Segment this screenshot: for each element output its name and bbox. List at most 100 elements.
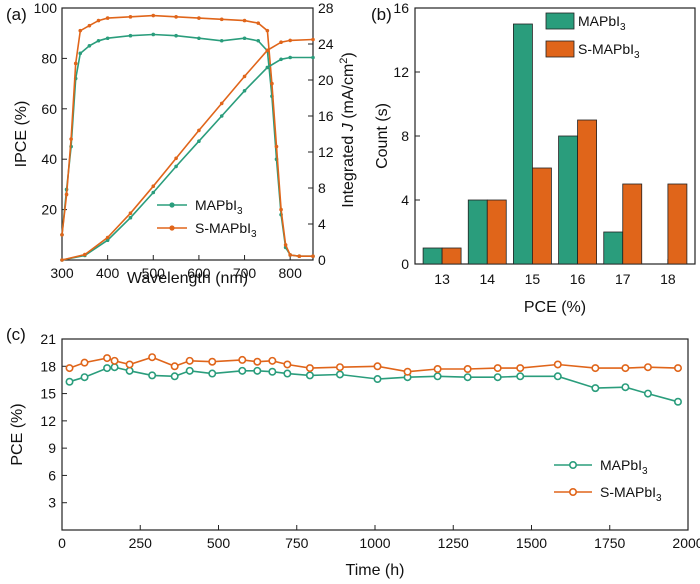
data-point-a: [151, 32, 156, 37]
data-point-c: [65, 364, 74, 373]
chart-a: (a) 300 400 500 600 700 800 20 40 60 80 100 0 4 8 12 16 2…: [6, 0, 357, 287]
data-point-a: [311, 37, 315, 42]
data-point-a: [174, 33, 178, 38]
data-point-c: [463, 373, 472, 382]
data-point-c: [553, 372, 562, 381]
data-point-c: [673, 364, 682, 373]
data-point-c: [125, 360, 134, 369]
y-tick-label-a: 20: [41, 202, 57, 218]
data-point-c: [283, 360, 292, 369]
data-point-a: [297, 254, 302, 259]
legend-marker-a: [169, 225, 175, 231]
data-point-c: [103, 364, 112, 373]
bar-b: [486, 199, 507, 265]
bar-b: [577, 119, 597, 265]
data-point-a: [197, 139, 201, 143]
legend-marker-c: [568, 487, 577, 496]
x-axis-label-a: Wavelength (nm): [127, 270, 248, 287]
data-point-c: [403, 367, 412, 376]
data-point-a: [151, 184, 156, 188]
data-point-a: [105, 235, 110, 240]
legend-label-b: S-MAPbI3: [578, 41, 640, 61]
data-point-a: [197, 16, 201, 20]
y-tick-label-b: 4: [401, 192, 409, 208]
data-point-c: [305, 371, 314, 380]
data-point-a: [242, 36, 247, 41]
legend-label-c-subscript: 3: [656, 493, 662, 504]
bar-b: [622, 183, 643, 265]
data-point-a: [279, 57, 283, 62]
y-axis-label-b: Count (s): [374, 103, 391, 169]
data-point-c: [185, 356, 194, 365]
y-tick-label-c: 3: [48, 495, 56, 511]
chart-b: (b) 0 4 8 12 16 13 14 15 16 17 18 PCE (%) Count (s) MA…: [371, 0, 696, 316]
legend-label-c-subscript: 3: [642, 466, 648, 477]
data-point-a: [197, 36, 201, 41]
legend-label-b-text: MAPbI: [578, 13, 620, 29]
x-tick-label-c: 500: [207, 535, 231, 551]
x-tick-label-b: 13: [434, 271, 450, 287]
y-tick-label-c: 9: [48, 440, 56, 456]
x-tick-label-b: 16: [570, 271, 586, 287]
data-point-a: [128, 15, 133, 19]
x-tick-label-a: 400: [96, 265, 120, 281]
series-line-a: [61, 14, 313, 258]
bar-b: [558, 135, 578, 265]
data-point-a: [60, 258, 64, 262]
data-point-c: [335, 370, 344, 379]
data-point-a: [197, 128, 201, 133]
data-point-c: [553, 360, 562, 369]
data-point-a: [274, 144, 279, 149]
data-point-a: [219, 38, 224, 43]
data-point-c: [335, 363, 344, 372]
data-point-c: [110, 363, 119, 372]
y2-axis-label-a: Integrated J (mA/cm2): [338, 52, 357, 208]
legend-label-b: MAPbI3: [578, 13, 626, 33]
data-point-c: [621, 364, 630, 373]
y-tick-label-a: 60: [41, 101, 57, 117]
data-point-c: [103, 354, 112, 363]
legend-swatch-b: [545, 40, 575, 58]
legend-marker-c: [568, 460, 577, 469]
bar-b: [422, 247, 443, 265]
legend-label-c: MAPbI3: [600, 457, 648, 477]
y2-tick-label-a: 24: [318, 36, 334, 52]
data-point-a: [219, 17, 224, 22]
data-point-c: [170, 362, 179, 371]
legend-marker-a: [169, 202, 175, 208]
data-point-c: [516, 364, 525, 373]
data-point-c: [305, 364, 314, 373]
data-point-a: [78, 51, 83, 56]
data-point-c: [185, 366, 194, 375]
data-point-a: [96, 18, 101, 23]
panel-b-label: (b): [371, 5, 392, 24]
data-point-a: [174, 15, 178, 19]
data-point-c: [673, 397, 682, 406]
data-point-a: [83, 252, 87, 257]
y-tick-label-a: 40: [41, 151, 57, 167]
y-tick-label-b: 8: [401, 128, 409, 144]
x-tick-label-a: 300: [50, 265, 74, 281]
legend-label-a-subscript: 3: [251, 229, 257, 240]
y2-tick-label-a: 28: [318, 0, 334, 16]
data-point-c: [110, 356, 119, 365]
x-tick-label-c: 1250: [438, 535, 469, 551]
data-point-a: [270, 81, 274, 86]
x-tick-label-c: 250: [129, 535, 153, 551]
legend-label-a: S-MAPbI3: [195, 220, 257, 240]
y2-tick-label-a: 20: [318, 72, 334, 88]
x-tick-label-c: 1750: [594, 535, 625, 551]
data-point-c: [208, 369, 217, 378]
y-tick-label-c: 21: [40, 331, 56, 347]
data-point-a: [265, 28, 270, 33]
y-tick-label-b: 0: [401, 256, 409, 272]
legend-label-c-text: S-MAPbI: [600, 484, 656, 500]
data-point-c: [643, 389, 652, 398]
y-tick-label-c: 18: [40, 358, 56, 374]
y2-tick-label-a: 16: [318, 108, 334, 124]
data-point-c: [493, 373, 502, 382]
legend-label-b-text: S-MAPbI: [578, 41, 634, 57]
y-tick-label-c: 6: [48, 467, 56, 483]
data-point-c: [283, 369, 292, 378]
y2-tick-label-a: 4: [318, 216, 326, 232]
